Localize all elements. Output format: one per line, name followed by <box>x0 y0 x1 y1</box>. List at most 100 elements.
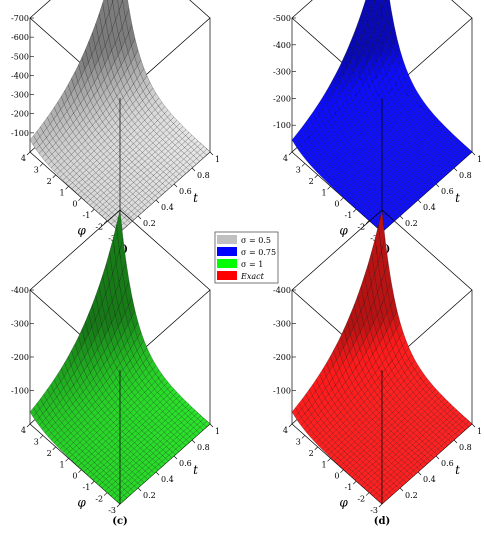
surface <box>29 209 211 505</box>
panel-2: -100-200-300-400-500-3-2-1012340.20.40.6… <box>273 0 482 255</box>
t-tick-mark <box>399 487 404 492</box>
surface-cell <box>112 0 120 21</box>
legend-label-2: σ = 0.75 <box>241 248 276 257</box>
phi-tick-mark <box>301 163 306 167</box>
phi-tick-mark <box>39 435 44 439</box>
z-tick-label: -500 <box>11 52 29 61</box>
phi-tick-mark <box>52 174 56 179</box>
t-tick-mark <box>155 199 160 204</box>
surface-cell <box>112 0 114 2</box>
t-tick-mark <box>191 439 196 444</box>
phi-tick-mark <box>353 480 357 485</box>
t-tick-mark <box>155 471 160 476</box>
t-tick-mark <box>453 439 458 444</box>
t-tick-label: 0.2 <box>143 219 156 228</box>
z-tick-label: -700 <box>11 14 29 23</box>
surface-cell <box>374 0 382 21</box>
t-tick-label: 0.4 <box>161 475 174 484</box>
phi-tick-label: 4 <box>283 154 288 163</box>
surface-cell <box>364 0 372 22</box>
phi-tick-label: -2 <box>95 495 103 504</box>
phi-tick-label: 3 <box>296 165 301 174</box>
panels: -100-200-300-400-500-600-700-3-2-1012340… <box>11 0 482 527</box>
z-tick-label: -200 <box>11 353 29 362</box>
t-tick-label: 0.8 <box>459 171 472 180</box>
phi-tick-mark <box>288 151 293 156</box>
surface-cell <box>107 0 113 12</box>
t-tick-label: 0.2 <box>405 491 418 500</box>
z-tick-label: -100 <box>11 387 29 396</box>
t-axis-label: t <box>193 191 198 205</box>
phi-tick-mark <box>365 492 370 496</box>
t-tick-mark <box>435 183 440 188</box>
surface-cell <box>122 0 130 19</box>
phi-tick-label: -2 <box>357 223 365 232</box>
surface <box>291 0 473 233</box>
phi-tick-label: 1 <box>59 188 64 197</box>
t-tick-label: 0.6 <box>179 187 192 196</box>
t-tick-label: 1 <box>215 427 220 436</box>
t-tick-label: 0.8 <box>197 443 210 452</box>
panel-1: -100-200-300-400-500-600-700-3-2-1012340… <box>11 0 220 255</box>
surface-cell <box>117 0 123 11</box>
t-tick-mark <box>209 423 214 428</box>
legend-entry: σ = 0.5 <box>217 235 271 245</box>
phi-tick-mark <box>103 220 108 224</box>
legend-entry: σ = 1 <box>217 259 263 269</box>
phi-tick-label: 3 <box>296 437 301 446</box>
phi-axis-label: φ <box>339 223 348 237</box>
z-tick-label: -200 <box>11 110 29 119</box>
phi-tick-mark <box>340 197 344 201</box>
phi-tick-mark <box>327 186 331 190</box>
z-tick-label: -300 <box>273 320 291 329</box>
t-tick-mark <box>399 215 404 220</box>
t-tick-label: 0.8 <box>459 443 472 452</box>
t-tick-mark <box>417 471 422 476</box>
t-axis-label: t <box>455 463 460 477</box>
phi-tick-label: 1 <box>321 460 326 469</box>
surface-cell <box>374 0 376 2</box>
z-tick-label: -100 <box>273 121 291 130</box>
phi-axis-label: φ <box>339 495 348 509</box>
surface <box>29 0 211 233</box>
z-tick-label: -600 <box>11 33 29 42</box>
z-tick-label: -200 <box>273 94 291 103</box>
panel-4: -100-200-300-400-3-2-1012340.20.40.60.81… <box>273 209 482 527</box>
phi-tick-label: -2 <box>95 223 103 232</box>
legend-label-1: σ = 0.5 <box>241 236 271 245</box>
phi-tick-mark <box>26 151 31 156</box>
surface-cell <box>369 0 375 12</box>
t-tick-label: 0.6 <box>179 459 192 468</box>
t-tick-label: 1 <box>477 427 482 436</box>
phi-tick-label: -1 <box>344 483 352 492</box>
phi-tick-mark <box>327 458 331 462</box>
z-tick-label: -400 <box>273 286 291 295</box>
z-tick-label: -300 <box>273 68 291 77</box>
phi-axis-label: φ <box>77 495 86 509</box>
phi-tick-mark <box>314 174 318 179</box>
legend-entry: Exact <box>217 271 265 281</box>
phi-tick-mark <box>65 186 69 190</box>
z-tick-label: -400 <box>11 286 29 295</box>
legend-swatch-4 <box>217 271 237 280</box>
z-tick-label: -100 <box>11 129 29 138</box>
t-tick-mark <box>471 423 476 428</box>
phi-tick-label: -1 <box>82 483 90 492</box>
t-tick-label: 0.2 <box>143 491 156 500</box>
phi-tick-label: 2 <box>309 177 314 186</box>
t-axis-label: t <box>455 191 460 205</box>
legend-label-4: Exact <box>240 272 265 281</box>
panel-3: -100-200-300-400-3-2-1012340.20.40.60.81… <box>11 209 220 527</box>
phi-tick-label: 0 <box>72 472 77 481</box>
phi-tick-mark <box>314 446 318 451</box>
phi-tick-mark <box>116 503 121 508</box>
phi-tick-mark <box>65 458 69 462</box>
surface <box>291 209 473 505</box>
phi-tick-label: 2 <box>47 449 52 458</box>
t-tick-label: 1 <box>477 155 482 164</box>
legend: σ = 0.5 σ = 0.75 σ = 1 Exact <box>214 231 279 284</box>
phi-tick-label: 0 <box>334 200 339 209</box>
phi-tick-label: -3 <box>370 506 378 515</box>
panel-caption: (c) <box>112 516 128 527</box>
surface-cell <box>102 0 110 22</box>
